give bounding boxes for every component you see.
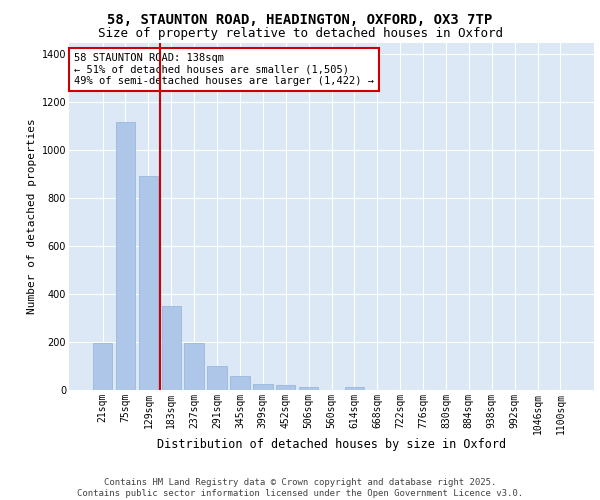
Bar	[253, 384, 272, 390]
Bar	[276, 385, 295, 390]
X-axis label: Distribution of detached houses by size in Oxford: Distribution of detached houses by size …	[157, 438, 506, 451]
Bar	[230, 376, 250, 390]
Y-axis label: Number of detached properties: Number of detached properties	[28, 118, 37, 314]
Bar	[93, 344, 112, 390]
Bar	[161, 306, 181, 390]
Bar	[184, 344, 204, 390]
Text: 58, STAUNTON ROAD, HEADINGTON, OXFORD, OX3 7TP: 58, STAUNTON ROAD, HEADINGTON, OXFORD, O…	[107, 12, 493, 26]
Bar	[116, 122, 135, 390]
Text: Size of property relative to detached houses in Oxford: Size of property relative to detached ho…	[97, 28, 503, 40]
Text: 58 STAUNTON ROAD: 138sqm
← 51% of detached houses are smaller (1,505)
49% of sem: 58 STAUNTON ROAD: 138sqm ← 51% of detach…	[74, 53, 374, 86]
Bar	[344, 387, 364, 390]
Bar	[299, 387, 319, 390]
Bar	[139, 176, 158, 390]
Text: Contains HM Land Registry data © Crown copyright and database right 2025.
Contai: Contains HM Land Registry data © Crown c…	[77, 478, 523, 498]
Bar	[208, 366, 227, 390]
